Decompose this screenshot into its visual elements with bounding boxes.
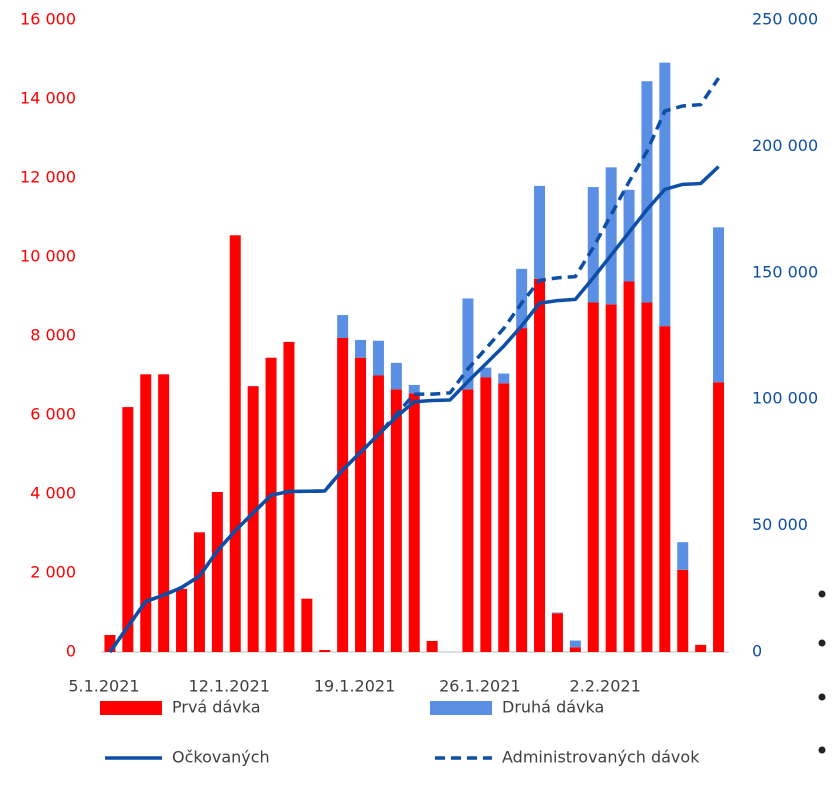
bar bbox=[462, 298, 474, 390]
y2-tick-label: 100 000 bbox=[752, 389, 818, 408]
y2-tick-label: 250 000 bbox=[752, 10, 818, 29]
x-tick-label: 5.1.2021 bbox=[68, 677, 139, 696]
y-tick-label: 14 000 bbox=[20, 89, 76, 108]
y-tick-label: 12 000 bbox=[20, 168, 76, 187]
bar bbox=[462, 389, 474, 652]
bar bbox=[122, 407, 134, 652]
bar bbox=[158, 374, 170, 652]
bar bbox=[193, 532, 205, 652]
bar bbox=[140, 374, 152, 652]
legend-label: Druhá dávka bbox=[502, 698, 604, 717]
legend-swatch bbox=[100, 701, 162, 715]
bar bbox=[229, 235, 241, 652]
bar bbox=[372, 340, 384, 376]
y2-tick-label: 200 000 bbox=[752, 136, 818, 155]
bar bbox=[516, 328, 528, 652]
bar bbox=[301, 598, 313, 652]
bar bbox=[623, 281, 635, 652]
bar bbox=[498, 383, 510, 652]
x-tick-label: 26.1.2021 bbox=[439, 677, 520, 696]
bar bbox=[659, 326, 671, 652]
side-decoration bbox=[818, 590, 826, 754]
bar bbox=[319, 650, 331, 652]
bar bbox=[641, 81, 653, 303]
line bbox=[108, 165, 720, 654]
y-tick-label: 2 000 bbox=[30, 563, 76, 582]
bar bbox=[713, 382, 725, 652]
bar bbox=[176, 588, 188, 652]
y-tick-label: 8 000 bbox=[30, 326, 76, 345]
y-tick-label: 6 000 bbox=[30, 405, 76, 424]
bar bbox=[372, 375, 384, 652]
y-tick-label: 4 000 bbox=[30, 484, 76, 503]
bar bbox=[695, 644, 707, 652]
bar bbox=[337, 337, 349, 652]
y2-tick-label: 50 000 bbox=[752, 515, 808, 534]
bar bbox=[480, 367, 492, 378]
bar bbox=[605, 167, 617, 305]
bar bbox=[587, 187, 599, 303]
bar bbox=[283, 341, 295, 652]
y2-tick-label: 0 bbox=[752, 642, 762, 661]
bar bbox=[551, 613, 563, 652]
bar bbox=[677, 569, 689, 652]
bar bbox=[211, 492, 223, 652]
y-tick-label: 0 bbox=[66, 642, 76, 661]
bar bbox=[516, 268, 528, 329]
bar bbox=[498, 373, 510, 384]
bar bbox=[641, 302, 653, 652]
bar bbox=[480, 377, 492, 652]
bar bbox=[337, 315, 349, 338]
bar bbox=[677, 542, 689, 570]
y2-tick-label: 150 000 bbox=[752, 262, 818, 281]
bar bbox=[390, 362, 402, 390]
bar bbox=[534, 278, 546, 652]
x-tick-label: 2.2.2021 bbox=[570, 677, 641, 696]
bar bbox=[355, 339, 367, 358]
legend-swatch bbox=[430, 701, 492, 715]
bar bbox=[355, 357, 367, 652]
bar bbox=[551, 612, 563, 614]
bar bbox=[569, 640, 581, 648]
bar bbox=[408, 393, 420, 652]
y-tick-label: 16 000 bbox=[20, 10, 76, 29]
bar bbox=[569, 647, 581, 652]
bar bbox=[605, 304, 617, 652]
legend-label: Administrovaných dávok bbox=[502, 748, 700, 767]
x-tick-label: 19.1.2021 bbox=[314, 677, 395, 696]
bar bbox=[265, 357, 277, 652]
bar bbox=[426, 640, 438, 652]
bar bbox=[713, 227, 725, 383]
bar bbox=[587, 302, 599, 652]
bar bbox=[390, 389, 402, 652]
legend-label: Prvá dávka bbox=[172, 698, 261, 717]
bar bbox=[534, 185, 546, 279]
bar bbox=[247, 386, 259, 652]
legend-label: Očkovaných bbox=[172, 748, 270, 767]
bar bbox=[623, 189, 635, 282]
y-tick-label: 10 000 bbox=[20, 247, 76, 266]
bar bbox=[659, 62, 671, 327]
x-tick-label: 12.1.2021 bbox=[189, 677, 270, 696]
bar bbox=[408, 384, 420, 394]
bar bbox=[104, 635, 116, 652]
